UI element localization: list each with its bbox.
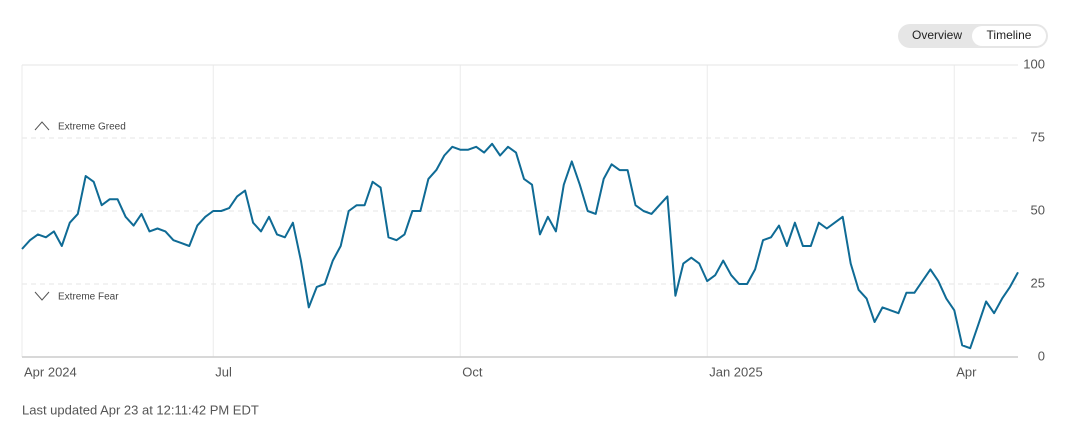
y-tick-label: 0 xyxy=(1038,348,1045,363)
footer: Last updated Apr 23 at 12:11:42 PM EDT xyxy=(22,402,259,417)
y-tick-label: 25 xyxy=(1031,275,1045,290)
fear-chevron xyxy=(34,291,50,301)
y-tick-label: 50 xyxy=(1031,202,1045,217)
fear-greed-line xyxy=(21,142,1019,350)
x-tick-label: Apr 2024 xyxy=(24,364,77,379)
y-tick-label: 75 xyxy=(1031,129,1045,144)
overview-button[interactable]: Overview xyxy=(912,28,962,42)
annotation: Extreme Fear xyxy=(58,292,119,303)
x-tick-label: Apr xyxy=(956,364,977,379)
x-tick-label: Jan 2025 xyxy=(709,364,763,379)
x-tick-label: Jul xyxy=(215,364,232,379)
toggle-selected xyxy=(972,26,1046,46)
timeline-button[interactable]: Timeline xyxy=(987,28,1032,42)
annotation: Extreme Greed xyxy=(58,122,126,133)
x-tick-label: Oct xyxy=(462,364,483,379)
greed-chevron xyxy=(34,121,50,131)
y-tick-label: 100 xyxy=(1023,56,1045,71)
